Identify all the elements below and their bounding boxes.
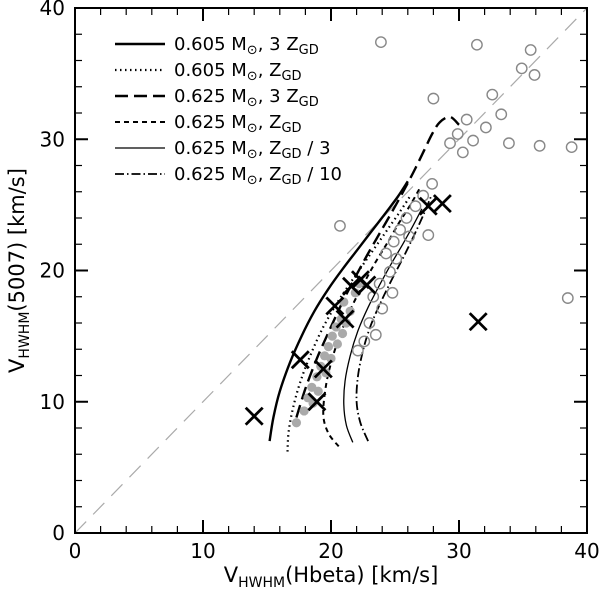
open-circle-marker (376, 302, 389, 315)
open-circle-marker (394, 223, 407, 236)
open-circle-marker (451, 128, 464, 140)
open-circle-marker (426, 177, 439, 190)
filled-circle-marker (332, 339, 342, 349)
open-circle-marker (403, 230, 415, 243)
open-circle-marker (503, 137, 515, 150)
open-circle-marker (533, 139, 546, 152)
legend-label: 0.605 M⊙, ZGD (174, 60, 302, 84)
open-circle-marker (515, 62, 528, 75)
cross-marker (432, 194, 452, 214)
y-axis-label: VHWHM(5007) [km/s] (5, 168, 33, 373)
cross-marker (341, 276, 361, 296)
filled-circle-marker (299, 406, 309, 416)
track-solid-thin (343, 208, 423, 443)
open-circle-marker (471, 38, 483, 51)
x-tick-label: 10 (190, 539, 215, 563)
cross-marker (244, 406, 264, 426)
cross-marker (418, 196, 438, 216)
open-circle-marker (334, 219, 346, 232)
y-tick-label: 30 (40, 127, 65, 151)
legend-label: 0.625 M⊙, 3 ZGD (174, 86, 319, 110)
identity-line (74, 7, 588, 534)
filled-circle-marker (326, 353, 336, 364)
open-circle-marker (524, 44, 537, 56)
open-circle-marker (351, 344, 364, 357)
open-circle-marker (486, 88, 499, 101)
x-tick-label: 20 (318, 539, 343, 563)
x-tick-label: 40 (574, 539, 599, 563)
open-circle-marker (369, 328, 382, 341)
open-circle-marker (460, 113, 473, 126)
open-circle-marker (383, 265, 396, 278)
open-circle-marker (386, 286, 399, 299)
open-circle-marker (467, 134, 479, 147)
open-circle-marker (479, 121, 492, 134)
cross-marker (335, 309, 355, 329)
legend-label: 0.625 M⊙, ZGD / 10 (174, 164, 342, 188)
open-circle-marker (444, 137, 456, 150)
y-tick-label: 40 (40, 0, 65, 20)
open-circle-marker (387, 235, 400, 248)
open-circle-marker (528, 69, 541, 81)
cross-marker (290, 350, 310, 370)
filled-circle-marker (337, 328, 348, 339)
legend-label: 0.605 M⊙, 3 ZGD (174, 34, 319, 58)
x-axis-label: VHWHM(Hbeta) [km/s] (224, 563, 439, 591)
y-tick-label: 10 (40, 390, 65, 414)
open-circle-marker (400, 212, 413, 224)
open-circle-marker (422, 229, 435, 241)
x-tick-label: 0 (69, 539, 82, 563)
open-circle-marker (565, 141, 578, 154)
filled-circle-marker (327, 331, 337, 341)
open-circle-marker (375, 36, 387, 49)
cross-marker (313, 359, 333, 379)
filled-circle-marker (313, 386, 323, 396)
cross-marker (325, 296, 345, 316)
open-circle-marker (409, 200, 422, 213)
filled-circle-marker (291, 418, 302, 428)
open-circle-marker (363, 317, 376, 329)
filled-circle-marker (323, 342, 334, 352)
y-tick-label: 0 (52, 521, 65, 545)
cross-marker (357, 275, 377, 295)
open-circle-marker (373, 277, 386, 290)
open-circle-marker (380, 247, 392, 260)
open-circle-marker (456, 146, 469, 159)
open-circle-marker (427, 92, 440, 105)
open-circle-marker (495, 108, 508, 121)
legend-label: 0.625 M⊙, ZGD / 3 (174, 138, 331, 162)
track-solid-thick (268, 180, 409, 442)
cross-marker (468, 312, 488, 332)
open-circle-marker (390, 252, 403, 265)
open-circle-marker (358, 335, 371, 348)
cross-marker (307, 392, 327, 412)
legend-label: 0.625 M⊙, ZGD (174, 112, 302, 136)
track-dash-dot (355, 196, 432, 442)
open-circle-marker (561, 292, 574, 304)
x-tick-label: 30 (446, 539, 471, 563)
track-long-dash (295, 115, 460, 418)
y-tick-label: 20 (40, 259, 65, 283)
